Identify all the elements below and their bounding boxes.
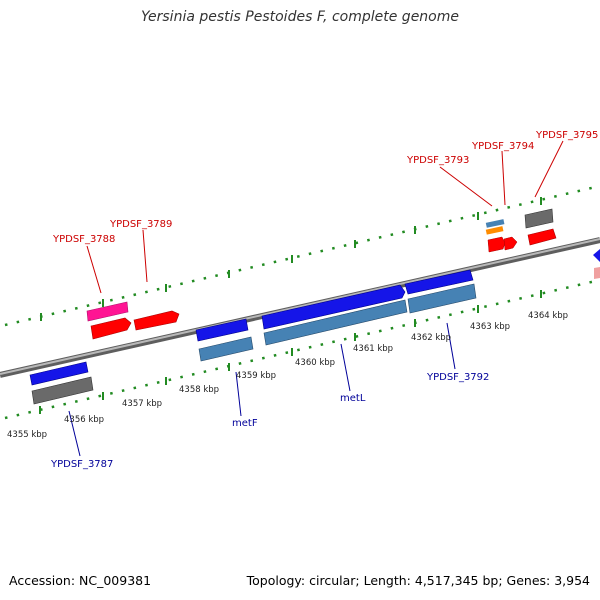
gene-edge-right[interactable] bbox=[593, 249, 600, 279]
kbp-label-4356: 4356 kbp bbox=[64, 415, 104, 425]
gene-metf[interactable] bbox=[198, 336, 254, 362]
kbp-label-4359: 4359 kbp bbox=[236, 371, 276, 381]
gene-labels-forward: YPDSF_3788 YPDSF_3789 YPDSF_3793 YPDSF_3… bbox=[52, 130, 598, 245]
label-ypdsf-3787[interactable]: YPDSF_3787 bbox=[50, 459, 113, 470]
label-metf[interactable]: metF bbox=[232, 418, 258, 429]
gene-ypdsf-3795[interactable] bbox=[524, 208, 557, 246]
label-ypdsf-3794[interactable]: YPDSF_3794 bbox=[471, 141, 534, 152]
kbp-label-4363: 4363 kbp bbox=[470, 322, 510, 332]
accession-text: Accession: NC_009381 bbox=[9, 573, 152, 588]
label-ypdsf-3789[interactable]: YPDSF_3789 bbox=[109, 219, 172, 230]
label-ypdsf-3795[interactable]: YPDSF_3795 bbox=[535, 130, 598, 141]
kbp-label-4357: 4357 kbp bbox=[122, 399, 162, 409]
major-ticks-lower bbox=[39, 290, 542, 414]
gene-metl[interactable] bbox=[263, 299, 408, 346]
gene-ypdsf-3787[interactable] bbox=[29, 361, 94, 405]
topology-text: Topology: circular; Length: 4,517,345 bp… bbox=[246, 573, 590, 588]
kbp-label-4364: 4364 kbp bbox=[528, 311, 568, 321]
gene-ypdsf-3794[interactable] bbox=[503, 236, 518, 251]
gene-ypdsf-3792[interactable] bbox=[407, 283, 477, 314]
gene-labels-reverse: YPDSF_3787 metF metL YPDSF_3792 bbox=[50, 372, 489, 470]
label-ypdsf-3792[interactable]: YPDSF_3792 bbox=[426, 372, 489, 383]
label-ypdsf-3788[interactable]: YPDSF_3788 bbox=[52, 234, 115, 245]
kbp-label-4358: 4358 kbp bbox=[179, 385, 219, 395]
chromosome-backbone bbox=[0, 237, 600, 378]
kbp-labels: 4355 kbp 4356 kbp 4357 kbp 4358 kbp 4359… bbox=[7, 311, 568, 440]
label-metl[interactable]: metL bbox=[340, 393, 366, 404]
major-ticks-upper bbox=[40, 197, 542, 321]
gene-ypdsf-3793[interactable] bbox=[485, 219, 506, 253]
label-ypdsf-3793[interactable]: YPDSF_3793 bbox=[406, 155, 469, 166]
kbp-label-4360: 4360 kbp bbox=[295, 358, 335, 368]
tick-track-lower bbox=[4, 278, 600, 420]
gene-ypdsf-3789[interactable] bbox=[133, 310, 180, 331]
label-leaders-reverse bbox=[68, 322, 456, 457]
kbp-label-4362: 4362 kbp bbox=[411, 333, 451, 343]
gene-ypdsf-3788[interactable] bbox=[86, 301, 132, 340]
genome-title: Yersinia pestis Pestoides F, complete ge… bbox=[141, 9, 459, 25]
gene-metl-forward[interactable] bbox=[195, 269, 474, 342]
kbp-label-4355: 4355 kbp bbox=[7, 430, 47, 440]
label-leaders-forward bbox=[86, 140, 564, 294]
kbp-label-4361: 4361 kbp bbox=[353, 344, 393, 354]
